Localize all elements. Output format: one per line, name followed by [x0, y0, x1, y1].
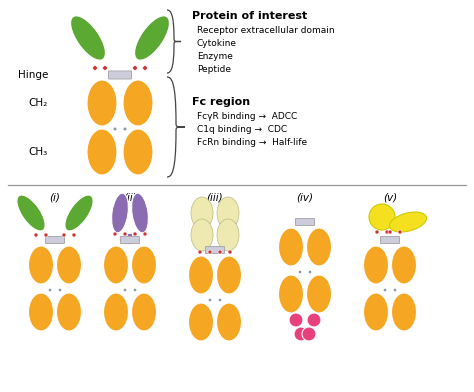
Ellipse shape: [369, 204, 395, 230]
Text: (iii): (iii): [207, 192, 223, 202]
Ellipse shape: [208, 250, 212, 254]
Ellipse shape: [309, 270, 311, 274]
Ellipse shape: [383, 289, 386, 292]
Text: Hinge: Hinge: [18, 70, 48, 80]
Ellipse shape: [218, 250, 222, 254]
FancyBboxPatch shape: [295, 218, 315, 225]
FancyBboxPatch shape: [46, 236, 64, 243]
Ellipse shape: [103, 66, 107, 70]
FancyBboxPatch shape: [381, 236, 400, 243]
Ellipse shape: [279, 275, 303, 313]
Text: (ii): (ii): [123, 192, 137, 202]
Ellipse shape: [191, 197, 213, 229]
Ellipse shape: [123, 127, 127, 131]
Ellipse shape: [56, 293, 82, 331]
Ellipse shape: [385, 230, 389, 234]
Ellipse shape: [132, 193, 148, 233]
Ellipse shape: [124, 289, 127, 292]
Ellipse shape: [87, 129, 117, 175]
Ellipse shape: [34, 233, 38, 237]
Text: (i): (i): [50, 192, 61, 202]
Ellipse shape: [143, 66, 147, 70]
Ellipse shape: [65, 195, 93, 231]
Ellipse shape: [189, 256, 213, 294]
Ellipse shape: [217, 303, 241, 341]
Ellipse shape: [217, 219, 239, 251]
Ellipse shape: [103, 246, 128, 284]
Ellipse shape: [123, 80, 153, 126]
Text: FcRn binding →  Half-life: FcRn binding → Half-life: [197, 138, 307, 147]
Ellipse shape: [87, 80, 117, 126]
Ellipse shape: [307, 228, 331, 266]
Text: Cytokine: Cytokine: [197, 38, 237, 47]
Ellipse shape: [28, 293, 54, 331]
Ellipse shape: [390, 212, 427, 232]
Ellipse shape: [131, 293, 156, 331]
Ellipse shape: [388, 230, 392, 234]
Ellipse shape: [111, 193, 128, 233]
Ellipse shape: [217, 256, 241, 294]
Text: Protein of interest: Protein of interest: [192, 11, 307, 21]
Ellipse shape: [62, 233, 66, 237]
Ellipse shape: [113, 232, 117, 236]
Ellipse shape: [58, 289, 62, 292]
Ellipse shape: [135, 16, 169, 60]
Ellipse shape: [133, 66, 137, 70]
Ellipse shape: [294, 327, 308, 341]
Ellipse shape: [393, 289, 396, 292]
Ellipse shape: [392, 246, 417, 284]
Ellipse shape: [398, 230, 402, 234]
Ellipse shape: [279, 228, 303, 266]
Text: Fc region: Fc region: [192, 97, 250, 107]
Ellipse shape: [307, 313, 321, 327]
Ellipse shape: [375, 230, 379, 234]
Ellipse shape: [113, 127, 117, 131]
Ellipse shape: [123, 232, 127, 236]
Ellipse shape: [191, 219, 213, 251]
Text: FcγR binding →  ADCC: FcγR binding → ADCC: [197, 111, 297, 120]
Ellipse shape: [48, 289, 52, 292]
Ellipse shape: [103, 293, 128, 331]
Ellipse shape: [364, 246, 389, 284]
Ellipse shape: [131, 246, 156, 284]
Ellipse shape: [133, 232, 137, 236]
Ellipse shape: [302, 327, 316, 341]
Ellipse shape: [289, 313, 303, 327]
Text: (iv): (iv): [297, 192, 313, 202]
Ellipse shape: [134, 289, 137, 292]
Ellipse shape: [392, 293, 417, 331]
Ellipse shape: [299, 270, 301, 274]
Ellipse shape: [219, 298, 221, 301]
Ellipse shape: [143, 232, 147, 236]
Ellipse shape: [189, 303, 213, 341]
Ellipse shape: [28, 246, 54, 284]
FancyBboxPatch shape: [120, 236, 139, 243]
Ellipse shape: [71, 16, 105, 60]
Text: Peptide: Peptide: [197, 65, 231, 74]
Ellipse shape: [17, 195, 45, 231]
Ellipse shape: [93, 66, 97, 70]
Ellipse shape: [72, 233, 76, 237]
Text: Receptor extracellular domain: Receptor extracellular domain: [197, 25, 335, 34]
Text: (v): (v): [383, 192, 397, 202]
Ellipse shape: [44, 233, 48, 237]
Ellipse shape: [217, 197, 239, 229]
Ellipse shape: [307, 275, 331, 313]
Ellipse shape: [364, 293, 389, 331]
Text: CH₂: CH₂: [29, 98, 48, 108]
Ellipse shape: [123, 129, 153, 175]
Ellipse shape: [56, 246, 82, 284]
Ellipse shape: [209, 298, 211, 301]
FancyBboxPatch shape: [109, 71, 131, 79]
Ellipse shape: [228, 250, 232, 254]
FancyBboxPatch shape: [206, 247, 225, 254]
Ellipse shape: [198, 250, 202, 254]
Text: CH₃: CH₃: [29, 147, 48, 157]
Text: Enzyme: Enzyme: [197, 51, 233, 60]
Text: C1q binding →  CDC: C1q binding → CDC: [197, 125, 287, 134]
